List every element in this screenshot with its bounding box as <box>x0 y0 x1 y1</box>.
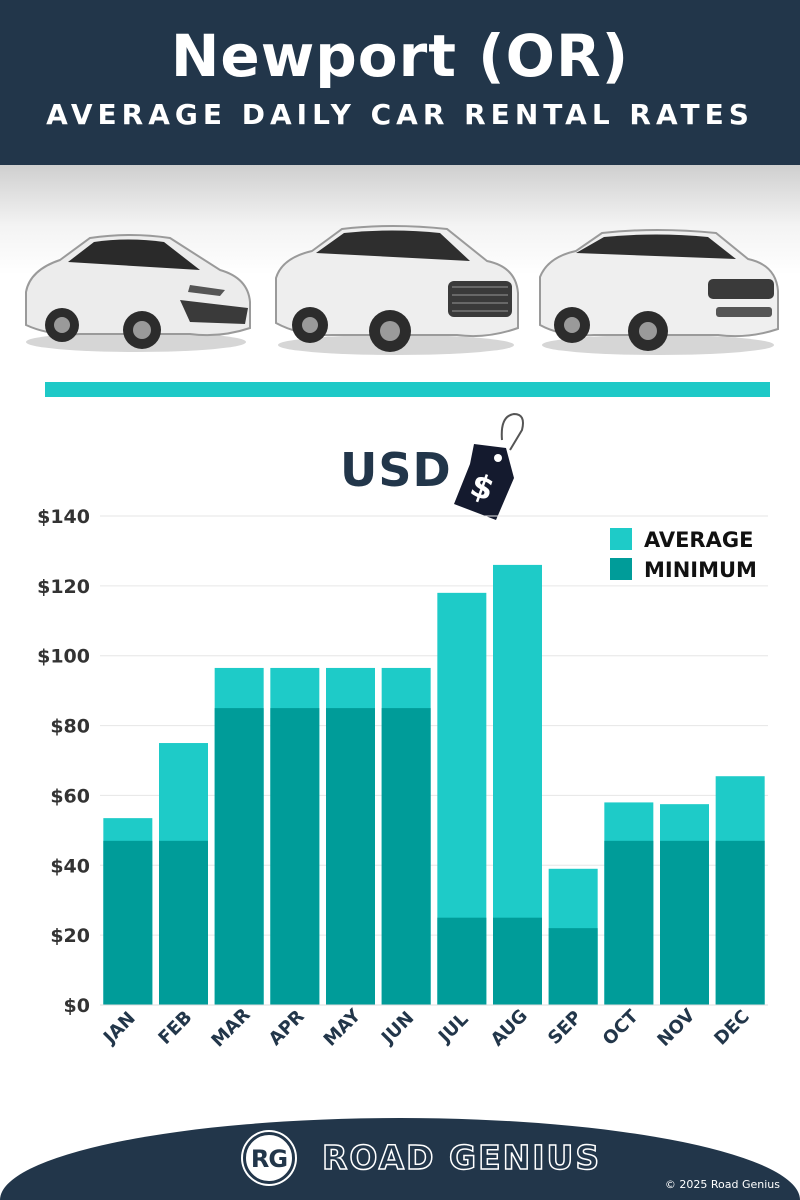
y-tick-label: $20 <box>50 925 90 947</box>
legend-swatch <box>610 528 632 550</box>
y-tick-label: $80 <box>50 716 90 738</box>
price-tag-icon: $ <box>454 412 524 520</box>
y-tick-label: $120 <box>37 576 90 598</box>
x-tick-label: JAN <box>98 1008 140 1050</box>
page-subtitle: AVERAGE DAILY CAR RENTAL RATES <box>46 98 754 131</box>
luxury-suv-image <box>539 229 779 355</box>
rental-rates-chart: $0 $20 $40 $60 $80 $100 $120 $140 JAN FEB MAR APR MA… <box>37 506 768 1051</box>
currency-label: USD <box>340 443 452 497</box>
bar-minimum <box>437 917 487 1005</box>
copyright-text: © 2025 Road Genius <box>664 1178 780 1191</box>
bar-minimum <box>548 928 598 1005</box>
bar-minimum <box>381 708 431 1005</box>
x-tick-label: NOV <box>653 1005 699 1051</box>
bar-minimum <box>159 840 208 1005</box>
x-tick-label: FEB <box>154 1007 196 1049</box>
cars-illustration <box>0 165 800 370</box>
road-genius-logo-icon: RG <box>243 1132 295 1184</box>
y-tick-label: $40 <box>50 855 90 877</box>
y-tick-label: $0 <box>64 995 90 1017</box>
x-tick-label: APR <box>265 1006 309 1050</box>
y-tick-label: $140 <box>37 506 90 528</box>
x-tick-label: DEC <box>710 1006 753 1049</box>
bar-minimum <box>103 840 153 1005</box>
y-tick-label: $60 <box>50 785 90 807</box>
bar-minimum <box>214 708 264 1005</box>
hatchback-car-image <box>25 234 251 352</box>
bar-minimum <box>270 708 320 1005</box>
bar-minimum <box>493 917 542 1005</box>
y-tick-label: $100 <box>37 646 90 668</box>
x-tick-label: SEP <box>544 1007 586 1049</box>
header-banner: Newport (OR) AVERAGE DAILY CAR RENTAL RA… <box>0 0 800 165</box>
bar-minimum <box>660 840 709 1005</box>
bar-minimum <box>715 840 765 1005</box>
x-tick-label: JUN <box>376 1008 418 1050</box>
x-tick-label: JUL <box>433 1009 472 1048</box>
legend-label: AVERAGE <box>644 528 753 552</box>
bar-minimum <box>326 708 375 1005</box>
legend-label: MINIMUM <box>644 558 757 582</box>
brand-name: ROAD GENIUS <box>321 1137 602 1178</box>
accent-divider <box>45 382 770 397</box>
x-tick-label: AUG <box>487 1005 532 1050</box>
legend-swatch <box>610 558 632 580</box>
x-tick-label: OCT <box>599 1006 643 1050</box>
logo-monogram: RG <box>250 1145 288 1173</box>
page-title: Newport (OR) <box>170 22 630 90</box>
x-tick-label: MAY <box>320 1005 366 1051</box>
x-tick-label: MAR <box>207 1004 254 1051</box>
compact-suv-image <box>275 225 519 355</box>
bar-minimum <box>604 840 654 1005</box>
